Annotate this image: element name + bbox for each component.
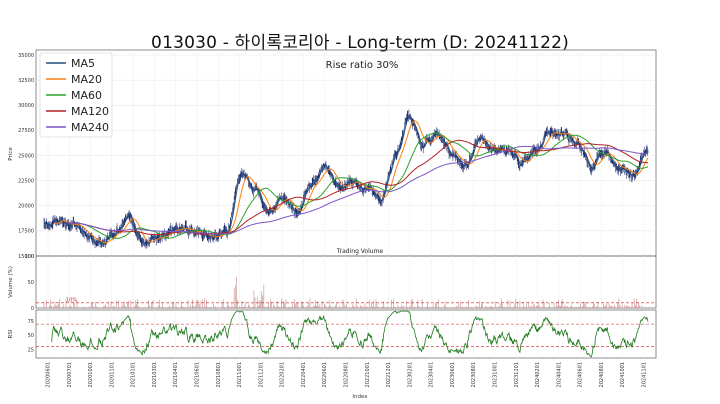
x-tick-label: 20230601 bbox=[450, 362, 456, 387]
volume-panel-title: Trading Volume bbox=[336, 248, 384, 255]
x-tick-label: 20240401 bbox=[556, 362, 562, 387]
volume-tick-label: 100 bbox=[24, 254, 34, 260]
x-tick-label: 20230801 bbox=[471, 362, 477, 387]
x-tick-label: 20210101 bbox=[131, 362, 137, 387]
legend-label-ma60: MA60 bbox=[71, 89, 102, 102]
x-tick-label: 20211001 bbox=[237, 362, 243, 387]
x-tick-label: 20241001 bbox=[620, 362, 626, 387]
x-tick-label: 20230401 bbox=[429, 362, 435, 387]
x-tick-label: 20240801 bbox=[599, 362, 605, 387]
volume-y-label: Volume (%) bbox=[8, 266, 14, 298]
price-tick-label: 17500 bbox=[18, 229, 34, 235]
volume-y-ticks: 0 50 100 bbox=[24, 254, 34, 312]
x-tick-label: 20220801 bbox=[344, 362, 350, 387]
x-tick-label: 20241101 bbox=[642, 362, 648, 387]
x-tick-label: 20200701 bbox=[67, 362, 73, 387]
ma-line-ma20 bbox=[54, 120, 649, 244]
rsi-line bbox=[51, 310, 649, 358]
price-y-label: Price bbox=[8, 147, 14, 161]
legend-box bbox=[39, 52, 113, 138]
x-tick-label: 20211201 bbox=[258, 362, 264, 387]
x-tick-label: 20231201 bbox=[514, 362, 520, 387]
moving-average-lines bbox=[44, 115, 649, 245]
price-y-ticks: 15000 17500 20000 22500 25000 27500 30000 32500… bbox=[18, 53, 34, 260]
volume-tick-label: 0 bbox=[31, 306, 34, 312]
volume-tick-label: 50 bbox=[28, 280, 34, 286]
x-tick-label: 20220401 bbox=[301, 362, 307, 387]
x-tick-label: 20221201 bbox=[386, 362, 392, 387]
rise-ratio-annotation: Rise ratio 30% bbox=[326, 60, 399, 71]
rsi-y-label: RSI bbox=[8, 329, 14, 338]
x-tick-label: 20221001 bbox=[365, 362, 371, 387]
x-tick-label: 20201101 bbox=[109, 362, 115, 387]
x-tick-label: 20210601 bbox=[195, 362, 201, 387]
price-tick-label: 15000 bbox=[18, 254, 34, 260]
x-tick-label: 20210301 bbox=[152, 362, 158, 387]
price-grid bbox=[36, 50, 656, 257]
price-tick-label: 22500 bbox=[18, 178, 34, 184]
x-tick-label: 20210801 bbox=[216, 362, 222, 387]
volume-threshold-label: 10% bbox=[66, 297, 77, 303]
rsi-reference-lines bbox=[36, 323, 656, 348]
rsi-tick-label: 50 bbox=[28, 333, 34, 339]
legend: MA5 MA20 MA60 MA120 MA240 bbox=[39, 52, 113, 138]
x-tick-label: 20240201 bbox=[535, 362, 541, 387]
x-tick-label: 20200601 bbox=[46, 362, 52, 387]
x-tick-label: 20201001 bbox=[88, 362, 94, 387]
legend-label-ma240: MA240 bbox=[71, 121, 109, 134]
x-tick-label: 20220201 bbox=[280, 362, 286, 387]
rsi-y-ticks: 25 50 75 bbox=[28, 319, 34, 353]
price-tick-label: 32500 bbox=[18, 78, 34, 84]
x-tick-label: 20231001 bbox=[493, 362, 499, 387]
x-tick-label: 20210401 bbox=[173, 362, 179, 387]
ma-line-ma120 bbox=[65, 139, 648, 236]
legend-label-ma5: MA5 bbox=[71, 57, 95, 70]
x-tick-labels: 20200601 20200701 20201001 20201101 20210101… bbox=[46, 362, 648, 387]
x-tick-label: 20240601 bbox=[578, 362, 584, 387]
rsi-grid bbox=[47, 310, 645, 358]
rsi-tick-label: 25 bbox=[28, 347, 34, 353]
ma-line-ma240 bbox=[65, 145, 648, 235]
x-tick-label: 20220601 bbox=[322, 362, 328, 387]
x-tick-label: 20230201 bbox=[407, 362, 413, 387]
price-tick-label: 27500 bbox=[18, 128, 34, 134]
volume-grid bbox=[47, 256, 645, 308]
price-tick-label: 20000 bbox=[18, 204, 34, 210]
price-tick-label: 25000 bbox=[18, 153, 34, 159]
rsi-tick-label: 75 bbox=[28, 319, 34, 325]
legend-label-ma120: MA120 bbox=[71, 105, 109, 118]
legend-label-ma20: MA20 bbox=[71, 73, 102, 86]
price-tick-label: 35000 bbox=[18, 53, 34, 59]
x-axis-label: Index bbox=[352, 394, 368, 400]
price-tick-label: 30000 bbox=[18, 103, 34, 109]
volume-bars bbox=[43, 277, 648, 308]
chart-title: 013030 - 하이록코리아 - Long-term (D: 20241122… bbox=[151, 33, 569, 53]
